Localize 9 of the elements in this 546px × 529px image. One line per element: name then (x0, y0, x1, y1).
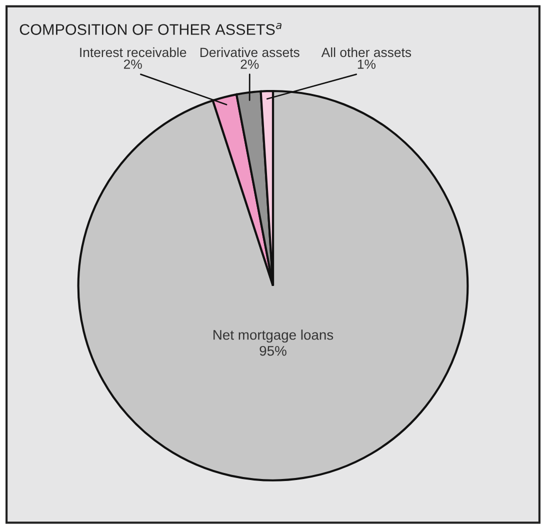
slice-label: Derivative assets (200, 47, 300, 58)
data-label: 2% (124, 60, 142, 69)
slice-label: Interest receivable (80, 47, 186, 58)
slice-label: All other assets (321, 47, 412, 58)
slice-label: Net mortgage loans (214, 330, 334, 343)
data-label: 1% (358, 60, 376, 69)
data-label: 95% (260, 346, 286, 356)
chart-title: COMPOSITION OF OTHER ASSETS$^{a}$ (20, 22, 282, 35)
data-label: 2% (240, 60, 259, 69)
